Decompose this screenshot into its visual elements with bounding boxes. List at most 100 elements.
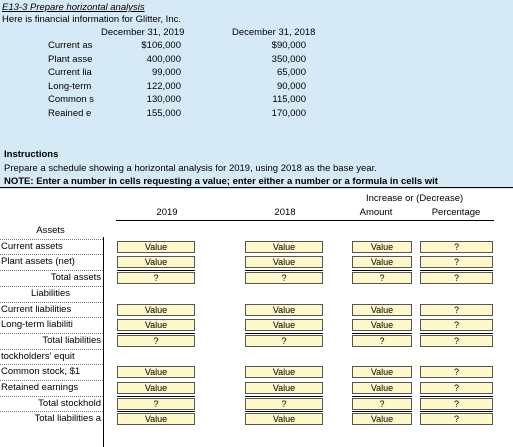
row-divider [0, 301, 103, 303]
info-row-2019-value: 122,000 [146, 80, 181, 92]
info-row-label: Plant asse [48, 53, 93, 65]
col-2018-header: 2018 [274, 207, 296, 218]
info-row-label: Reained e [48, 108, 92, 119]
date-2019-header: December 31, 2019 [101, 27, 185, 38]
cell-percentage-input[interactable]: ? [420, 272, 493, 285]
row-divider [0, 285, 103, 287]
info-row-2019-value: 155,000 [146, 108, 181, 119]
cell-percentage-input[interactable]: ? [420, 256, 493, 269]
cell-2019-input[interactable]: ? [117, 334, 195, 347]
info-row-label: Long-term [48, 80, 92, 92]
note-text: NOTE: Enter a number in cells requesting… [4, 176, 438, 187]
row-divider [0, 238, 103, 240]
cell-amount-input[interactable]: Value [352, 303, 412, 316]
schedule-row-label: Current liabilities [1, 303, 72, 315]
cell-percentage-input[interactable]: ? [420, 334, 493, 347]
cell-2019-input[interactable]: Value [117, 319, 195, 332]
note-underline [0, 187, 513, 188]
cell-percentage-input[interactable]: ? [420, 319, 493, 332]
cell-amount-input[interactable]: Value [352, 413, 412, 426]
schedule-row-label: Liabilities [30, 287, 71, 299]
total-rule [117, 270, 195, 272]
row-divider [0, 348, 103, 350]
row-divider [0, 332, 103, 334]
schedule-row-label: Plant assets (net) [1, 256, 75, 268]
cell-2018-input[interactable]: ? [245, 334, 323, 347]
total-rule [245, 270, 323, 272]
cell-percentage-input[interactable]: ? [420, 366, 493, 379]
col-amount-header: Amount [359, 207, 393, 218]
schedule-row-label: Total stockhold [38, 397, 101, 409]
schedule-row-label: Current assets [1, 240, 63, 252]
cell-amount-input[interactable]: ? [352, 397, 412, 410]
cell-2019-input[interactable]: Value [117, 413, 195, 426]
cell-2019-input[interactable]: Value [117, 240, 195, 253]
total-rule [420, 332, 493, 334]
instructions-heading: Instructions [4, 149, 59, 160]
info-row-label: Common s [48, 94, 94, 106]
cell-2019-input[interactable]: Value [117, 303, 195, 316]
cell-amount-input[interactable]: ? [352, 334, 412, 347]
cell-percentage-input[interactable]: ? [420, 413, 493, 426]
header-underline [116, 220, 494, 221]
cell-2019-input[interactable]: Value [117, 256, 195, 269]
total-rule [245, 395, 323, 397]
cell-percentage-input[interactable]: ? [420, 303, 493, 316]
label-column-border [103, 237, 104, 447]
row-divider [0, 380, 103, 381]
schedule-row-label: Total liabilities [42, 334, 101, 346]
total-rule [245, 332, 323, 334]
total-rule [352, 332, 412, 334]
cell-2019-input[interactable]: Value [117, 382, 195, 394]
info-row-2019-value: 400,000 [146, 53, 181, 65]
cell-2018-input[interactable]: Value [245, 366, 323, 379]
cell-percentage-input[interactable]: ? [420, 382, 493, 394]
cell-2019-input[interactable]: Value [117, 366, 195, 379]
cell-2019-input[interactable]: ? [117, 272, 195, 285]
info-row-2019-value: $106,000 [141, 40, 181, 51]
cell-2018-input[interactable]: Value [245, 240, 323, 253]
info-row-2018-value: $90,000 [271, 40, 306, 51]
cell-amount-input[interactable]: Value [352, 240, 412, 253]
cell-2018-input[interactable]: Value [245, 319, 323, 332]
cell-amount-input[interactable]: Value [352, 382, 412, 394]
schedule-row-label: Total liabilities a [34, 413, 101, 425]
cell-2018-input[interactable]: Value [245, 382, 323, 394]
schedule-row-label: Assets [36, 225, 65, 236]
cell-2018-input[interactable]: ? [245, 272, 323, 285]
info-row-2018-value: 170,000 [271, 108, 306, 119]
col-2019-header: 2019 [156, 207, 178, 218]
schedule-row-label: tockholders' equit [1, 350, 75, 362]
cell-percentage-input[interactable]: ? [420, 397, 493, 410]
problem-title: E13-3 Prepare horizontal analysis [2, 2, 145, 13]
cell-percentage-input[interactable]: ? [420, 240, 493, 253]
cell-amount-input[interactable]: Value [352, 319, 412, 332]
info-row-2018-value: 90,000 [276, 80, 306, 92]
cell-amount-input[interactable]: Value [352, 256, 412, 269]
total-rule [352, 395, 412, 397]
total-rule [352, 411, 412, 413]
row-divider [0, 317, 103, 319]
cell-2018-input[interactable]: Value [245, 413, 323, 426]
instructions-text: Prepare a schedule showing a horizontal … [4, 163, 377, 174]
row-divider [0, 254, 103, 256]
total-rule [245, 411, 323, 413]
cell-2019-input[interactable]: ? [117, 397, 195, 410]
cell-2018-input[interactable]: Value [245, 303, 323, 316]
cell-amount-input[interactable]: ? [352, 272, 412, 285]
cell-amount-input[interactable]: Value [352, 366, 412, 379]
date-2018-header: December 31, 2018 [232, 27, 316, 38]
row-divider [0, 270, 103, 272]
info-row-label: Current lia [48, 67, 92, 79]
schedule-row-label: Retained earnings [1, 382, 79, 393]
total-rule [117, 332, 195, 334]
total-rule [420, 270, 493, 272]
info-row-2018-value: 350,000 [271, 53, 306, 65]
total-rule [420, 395, 493, 397]
cell-2018-input[interactable]: ? [245, 397, 323, 410]
schedule-row-label: Common stock, $1 [1, 366, 81, 378]
problem-info-panel [0, 0, 513, 189]
cell-2018-input[interactable]: Value [245, 256, 323, 269]
info-row-2019-value: 130,000 [146, 94, 181, 106]
total-rule [352, 270, 412, 272]
